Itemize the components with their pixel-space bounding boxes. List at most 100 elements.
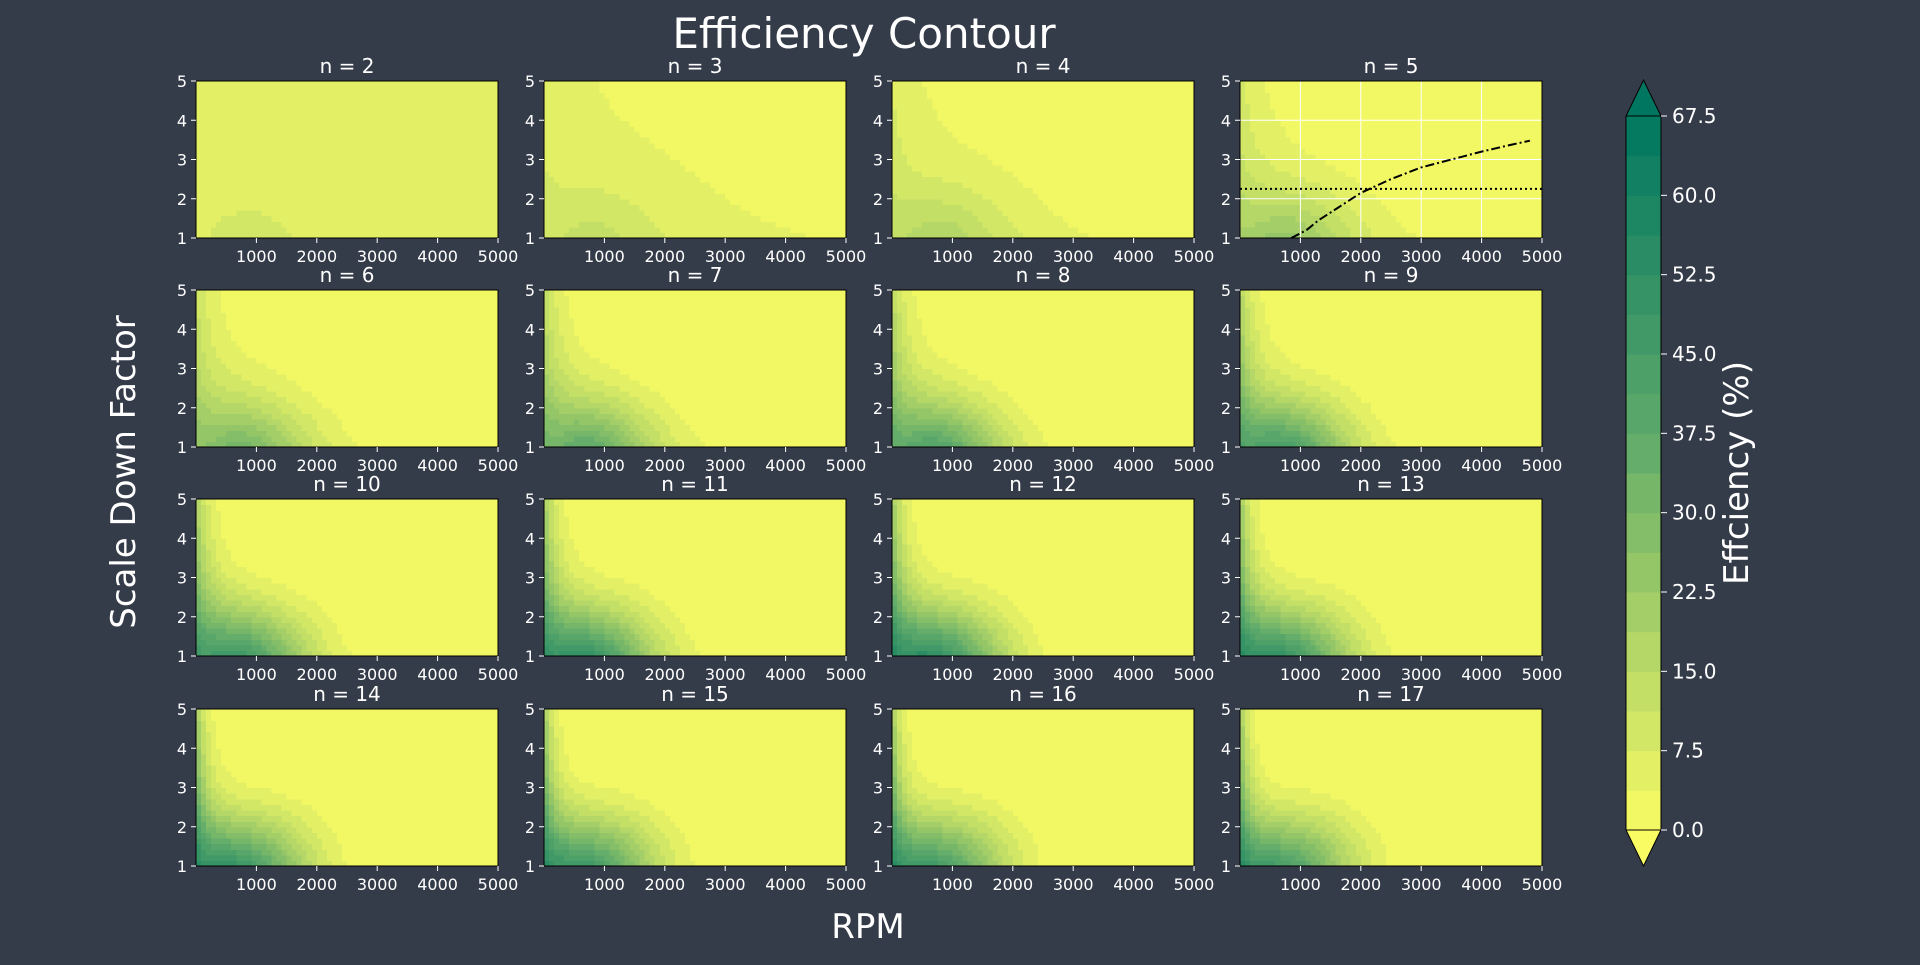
contour-cell	[332, 87, 338, 93]
contour-cell	[307, 176, 313, 182]
contour-cell	[932, 221, 938, 227]
contour-cell	[745, 120, 751, 126]
contour-cell	[1043, 216, 1049, 222]
contour-cell	[650, 131, 656, 137]
contour-cell	[630, 160, 636, 166]
contour-cell	[402, 193, 408, 199]
contour-cell	[786, 137, 792, 143]
contour-cell	[907, 103, 913, 109]
contour-cell	[1129, 109, 1135, 115]
contour-cell	[786, 210, 792, 216]
contour-cell	[614, 120, 620, 126]
contour-cell	[635, 193, 641, 199]
contour-cell	[372, 137, 378, 143]
contour-cell	[912, 154, 918, 160]
contour-cell	[831, 148, 837, 154]
contour-cell	[725, 176, 731, 182]
contour-cell	[609, 188, 615, 194]
contour-cell	[196, 115, 202, 121]
contour-cell	[201, 137, 207, 143]
contour-cell	[1103, 176, 1109, 182]
contour-cell	[478, 188, 484, 194]
contour-cell	[458, 165, 464, 171]
contour-cell	[942, 216, 948, 222]
contour-cell	[1144, 148, 1150, 154]
contour-cell	[307, 165, 313, 171]
contour-cell	[973, 227, 979, 233]
contour-cell	[695, 182, 701, 188]
contour-cell	[730, 131, 736, 137]
contour-cell	[755, 120, 761, 126]
contour-cell	[1038, 115, 1044, 121]
contour-cell	[685, 131, 691, 137]
contour-cell	[983, 176, 989, 182]
contour-cell	[720, 182, 726, 188]
contour-cell	[978, 154, 984, 160]
contour-cell	[1144, 160, 1150, 166]
contour-cell	[710, 143, 716, 149]
contour-cell	[801, 171, 807, 177]
contour-cell	[468, 120, 474, 126]
contour-cell	[1119, 182, 1125, 188]
contour-cell	[312, 126, 318, 132]
contour-cell	[569, 199, 575, 205]
contour-cell	[660, 221, 666, 227]
contour-cell	[1113, 210, 1119, 216]
contour-cell	[902, 148, 908, 154]
contour-cell	[549, 199, 555, 205]
contour-cell	[372, 115, 378, 121]
contour-cell	[720, 171, 726, 177]
contour-cell	[282, 98, 288, 104]
contour-cell	[645, 120, 651, 126]
contour-cell	[554, 199, 560, 205]
contour-cell	[932, 87, 938, 93]
contour-cell	[685, 165, 691, 171]
contour-cell	[312, 143, 318, 149]
contour-cell	[307, 81, 313, 87]
contour-cell	[1043, 143, 1049, 149]
contour-cell	[1154, 92, 1160, 98]
contour-cell	[236, 148, 242, 154]
contour-cell	[806, 165, 812, 171]
contour-cell	[347, 126, 353, 132]
contour-cell	[1164, 176, 1170, 182]
contour-cell	[559, 87, 565, 93]
contour-cell	[458, 227, 464, 233]
contour-cell	[998, 210, 1004, 216]
contour-cell	[836, 160, 842, 166]
contour-cell	[261, 143, 267, 149]
contour-cell	[907, 154, 913, 160]
contour-cell	[307, 210, 313, 216]
y-tick-label: 5	[177, 72, 187, 91]
contour-cell	[836, 143, 842, 149]
contour-cell	[1023, 221, 1029, 227]
contour-cell	[1048, 165, 1054, 171]
contour-cell	[1078, 182, 1084, 188]
contour-cell	[196, 199, 202, 205]
contour-cell	[599, 193, 605, 199]
contour-cell	[1003, 160, 1009, 166]
contour-cell	[811, 188, 817, 194]
contour-cell	[1139, 103, 1145, 109]
contour-cell	[206, 204, 212, 210]
contour-cell	[302, 176, 308, 182]
contour-cell	[821, 199, 827, 205]
contour-cell	[367, 148, 373, 154]
contour-cell	[448, 131, 454, 137]
contour-cell	[1093, 103, 1099, 109]
contour-cell	[1129, 126, 1135, 132]
contour-cell	[690, 176, 696, 182]
contour-cell	[680, 165, 686, 171]
contour-cell	[1098, 182, 1104, 188]
contour-cell	[680, 87, 686, 93]
contour-cell	[1103, 103, 1109, 109]
contour-cell	[196, 109, 202, 115]
contour-cell	[952, 160, 958, 166]
contour-cell	[312, 216, 318, 222]
contour-cell	[1078, 216, 1084, 222]
contour-cell	[765, 137, 771, 143]
contour-cell	[372, 165, 378, 171]
contour-cell	[448, 160, 454, 166]
contour-cell	[1063, 92, 1069, 98]
contour-cell	[660, 92, 666, 98]
